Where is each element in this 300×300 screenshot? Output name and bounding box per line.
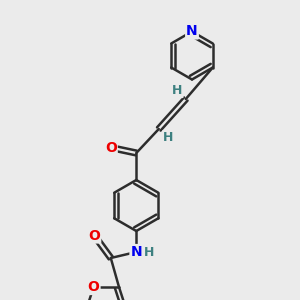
Text: O: O <box>88 229 100 242</box>
Text: H: H <box>163 131 174 144</box>
Text: H: H <box>144 245 154 259</box>
Text: N: N <box>186 25 198 38</box>
Text: O: O <box>88 280 100 294</box>
Text: H: H <box>172 84 183 97</box>
Text: N: N <box>130 245 142 259</box>
Text: O: O <box>105 141 117 154</box>
